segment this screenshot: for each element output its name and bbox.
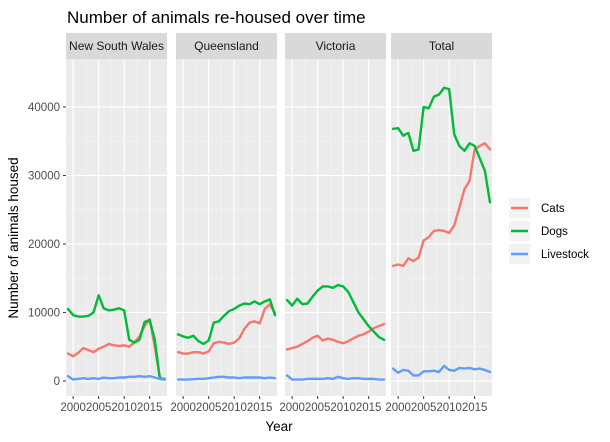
series-line-livestock (391, 364, 492, 377)
x-tick-label: 2010 (111, 402, 137, 414)
x-tick-label: 2015 (462, 402, 488, 414)
series-line-dogs (66, 294, 167, 381)
x-tick-label: 2005 (196, 402, 222, 414)
series-line-cats (391, 142, 492, 268)
x-tick-label: 2000 (385, 402, 411, 414)
series-line-livestock (66, 374, 167, 381)
facet-strip-label: Queensland (194, 39, 259, 53)
y-axis-title: Number of animals housed (6, 157, 21, 318)
legend-label: Cats (541, 203, 565, 215)
facet-strip-label: Total (429, 39, 454, 53)
x-tick-label: 2010 (436, 402, 462, 414)
panel-new-south-wales: New South Wales 2000 2005 2010 2015 (60, 33, 167, 414)
y-tick-label: 20000 (28, 239, 60, 251)
x-tick-label: 2015 (247, 402, 273, 414)
panel-background (176, 59, 277, 396)
legend: Cats Dogs Livestock (509, 198, 589, 264)
y-tick-label: 40000 (28, 102, 60, 114)
legend-item-livestock: Livestock (509, 244, 589, 264)
x-tick-label: 2015 (356, 402, 382, 414)
x-tick-label: 2000 (60, 402, 86, 414)
series-line-livestock (285, 374, 386, 381)
x-tick-label: 2000 (279, 402, 305, 414)
y-tick-label: 0 (54, 376, 60, 388)
series-line-cats (285, 322, 386, 351)
panel-victoria: Victoria 2000 2005 2010 2015 (279, 33, 386, 414)
y-tick-label: 10000 (28, 307, 60, 319)
legend-item-cats: Cats (509, 198, 565, 218)
facet-strip-label: Victoria (316, 39, 356, 53)
x-tick-label: 2015 (137, 402, 163, 414)
x-tick-label: 2005 (305, 402, 331, 414)
panel-queensland: Queensland 2000 2005 2010 2015 (170, 33, 277, 414)
x-tick-label: 2010 (221, 402, 247, 414)
series-line-livestock (176, 375, 277, 381)
chart-title: Number of animals re-housed over time (67, 8, 366, 27)
panel-background (391, 59, 492, 396)
x-tick-label: 2005 (411, 402, 437, 414)
panel-total: Total 2000 2005 2010 2015 (385, 33, 492, 414)
x-tick-label: 2010 (330, 402, 356, 414)
x-tick-label: 2005 (86, 402, 112, 414)
y-axis: 0 10000 20000 30000 40000 (28, 102, 66, 388)
legend-item-dogs: Dogs (509, 221, 568, 241)
series-line-cats (176, 303, 277, 355)
facet-strip (285, 33, 386, 59)
facet-strip (66, 33, 167, 59)
series-line-dogs (176, 298, 277, 346)
x-axis-title: Year (265, 419, 293, 434)
legend-label: Livestock (541, 249, 589, 261)
legend-label: Dogs (541, 226, 568, 238)
facet-strip (176, 33, 277, 59)
y-tick-label: 30000 (28, 170, 60, 182)
series-line-dogs (285, 283, 386, 342)
x-tick-label: 2000 (170, 402, 196, 414)
facet-strip (391, 33, 492, 59)
facet-strip-label: New South Wales (69, 39, 164, 53)
series-line-dogs (391, 86, 492, 204)
